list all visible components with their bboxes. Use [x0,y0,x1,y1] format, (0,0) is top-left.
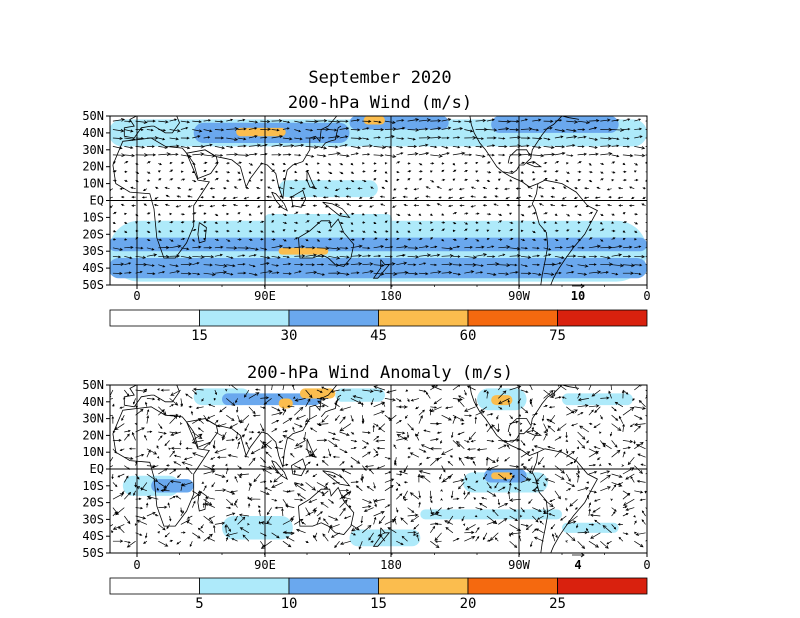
latitude-label: 10S [82,210,104,224]
latitude-label: 30S [82,512,104,526]
figure-month-title: September 2020 [308,68,452,88]
wind-vectors [110,117,647,277]
longitude-label: 180 [380,289,402,303]
colorbar-level-label: 20 [460,596,477,612]
wind-vectors [110,385,647,550]
latitude-label: 50S [82,546,104,560]
latitude-label: 20N [82,160,104,174]
map-gridlines [110,385,647,553]
colorbar-swatch [557,577,648,595]
reference-vector: 10 [571,283,585,303]
latitude-label: 30S [82,244,104,258]
latitude-label: 40N [82,395,104,409]
longitude-label: 90W [508,558,530,572]
colorbar-swatch [288,577,379,595]
latitude-label: 10S [82,479,104,493]
colorbar-level-label: 10 [281,596,298,612]
latitude-label: 50S [82,278,104,292]
map-plot-area [110,116,647,285]
colorbar-level-label: 5 [195,596,203,612]
latitude-label: 10N [82,445,104,459]
latitude-label: 20S [82,227,104,241]
colorbar-level-label: 60 [460,328,477,344]
latitude-label: 40S [82,529,104,543]
colorbar-level-label: 25 [549,596,566,612]
longitude-label: 90E [254,558,276,572]
colorbar-swatch [378,577,469,595]
reference-vector-label: 4 [574,558,581,572]
colorbar-level-label: 15 [370,596,387,612]
panel-1-wind-map: 50N 40N 30N 20N 10N EQ 10S 20S 30S 40S 50S 0 90E 180 9… [82,109,650,344]
longitude-label: 0 [133,289,140,303]
colorbar-swatch [199,577,290,595]
latitude-label: 40S [82,261,104,275]
colorbar-swatch [199,309,290,327]
map-plot-area [110,385,647,553]
colorbar-swatch [109,309,200,327]
colorbar-swatch [467,577,558,595]
colorbar-swatch [467,309,558,327]
panel-1-title: 200-hPa Wind (m/s) [287,93,473,113]
reference-vector: 4 [572,552,585,572]
latitude-label: 20N [82,428,104,442]
longitude-label: 90E [254,289,276,303]
latitude-label: 20S [82,496,104,510]
colorbar-level-label: 30 [281,328,298,344]
latitude-label: 30N [82,412,104,426]
colorbar-level-label: 75 [549,328,566,344]
longitude-label: 0 [133,558,140,572]
panel-2-wind-anomaly-map: 50N 40N 30N 20N 10N EQ 10S 20S 30S 40S 50S 0 90E 180 9… [82,378,650,612]
colorbar: 15 30 45 60 75 [109,309,648,344]
colorbar-swatch [378,309,469,327]
latitude-label: 40N [82,126,104,140]
colorbar-swatch [109,577,200,595]
map-gridlines [110,116,647,285]
longitude-label: 90W [508,289,530,303]
latitude-label: 50N [82,109,104,123]
latitude-label: 10N [82,177,104,191]
longitude-label: 0 [643,289,650,303]
panel-2-title: 200-hPa Wind Anomaly (m/s) [246,363,514,383]
latitude-label: EQ [90,194,104,208]
latitude-label: 50N [82,378,104,392]
reference-vector-label: 10 [571,289,585,303]
colorbar-swatch [288,309,379,327]
colorbar: 5 10 15 20 25 [109,577,648,612]
latitude-label: 30N [82,143,104,157]
latitude-label: EQ [90,462,104,476]
longitude-label: 180 [380,558,402,572]
longitude-label: 0 [643,558,650,572]
colorbar-swatch [557,309,648,327]
colorbar-level-label: 45 [370,328,387,344]
colorbar-level-label: 15 [191,328,208,344]
